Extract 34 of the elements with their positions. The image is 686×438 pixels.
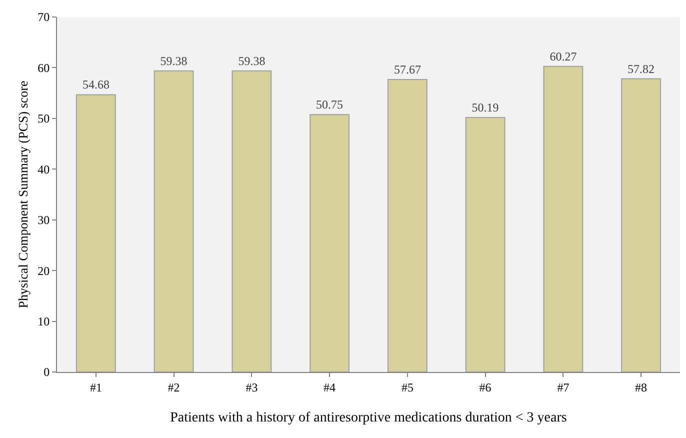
data-label: 57.67 [394,62,421,77]
x-tick-label: #1 [90,380,102,394]
data-label: 60.27 [550,49,577,64]
bar [154,70,194,372]
data-label: 57.82 [628,62,655,76]
data-label: 50.19 [472,100,499,114]
data-label: 54.68 [82,78,110,92]
y-tick-label: 70 [38,10,50,24]
x-axis-title: Patients with a history of antiresorptive medications duration < 3 years [170,410,567,426]
x-tick-label: #5 [401,380,414,394]
bar [543,66,584,372]
bar [310,114,350,372]
bar [387,79,428,372]
data-label: 59.38 [160,54,188,68]
bar [76,94,116,372]
y-tick-label: 30 [38,213,50,228]
y-tick-label: 10 [38,314,50,328]
y-tick-label: 60 [38,60,50,75]
y-tick-label: 0 [44,365,50,380]
bar [465,116,506,372]
data-label: 50.75 [316,98,344,112]
y-axis-title: Physical Component Summary (PCS) score [16,80,31,308]
x-tick-label: #4 [324,380,336,394]
data-label: 59.38 [238,54,266,68]
y-tick-label: 40 [38,162,50,176]
x-tick-label: #7 [557,380,570,394]
x-tick-label: #8 [635,380,648,394]
bar [621,78,662,372]
x-tick-label: #6 [479,380,492,394]
y-tick-label: 20 [38,264,50,278]
x-tick-label: #2 [168,380,180,394]
x-tick-label: #3 [246,380,258,394]
y-tick-label: 50 [38,112,50,126]
bar [232,70,272,372]
